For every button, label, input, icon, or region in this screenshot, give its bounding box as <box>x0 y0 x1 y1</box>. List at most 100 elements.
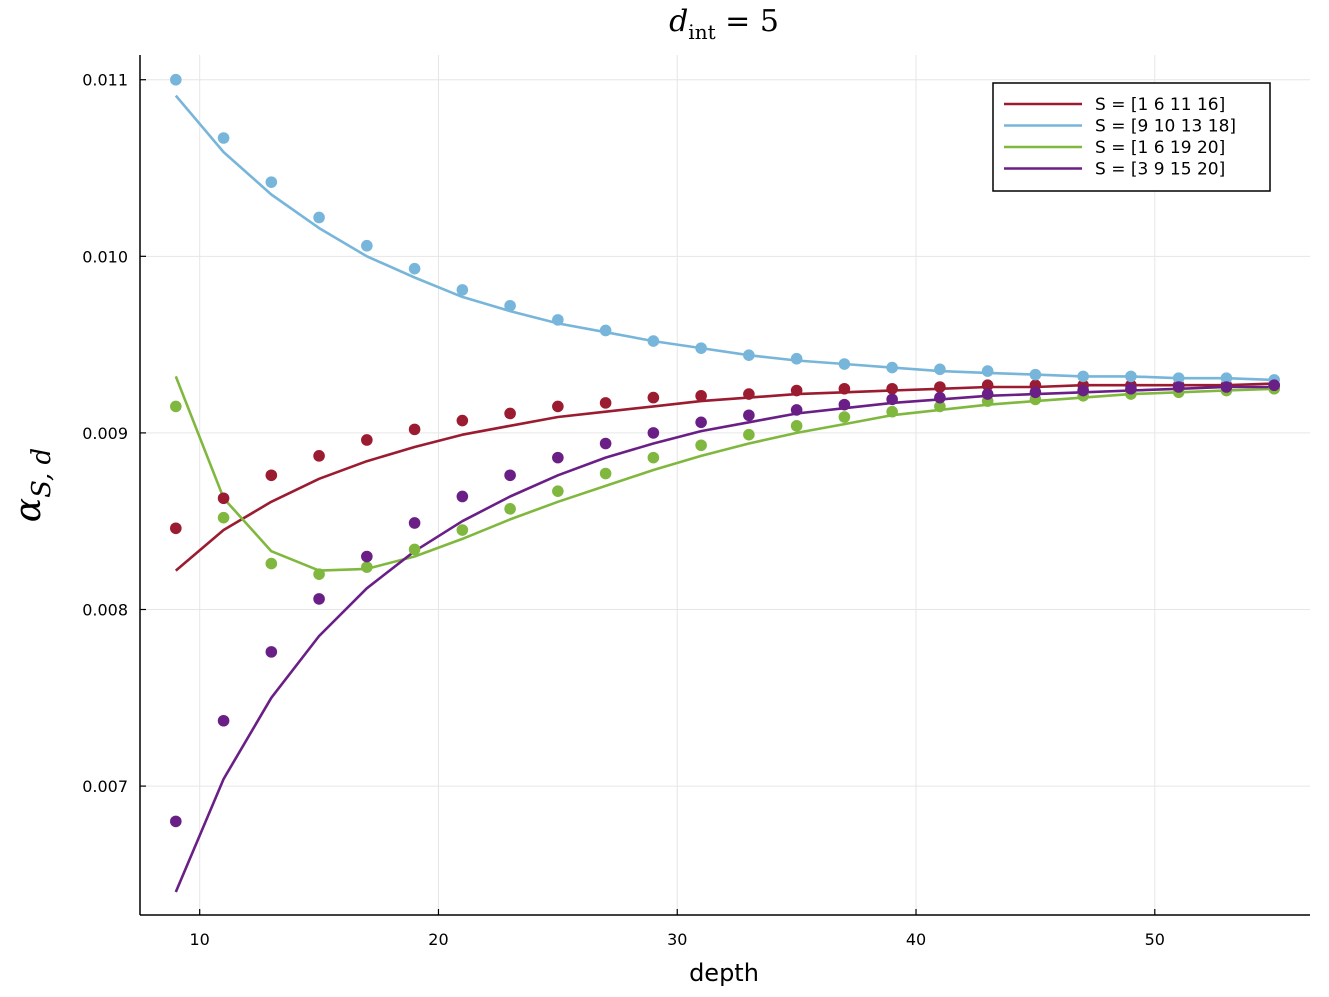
series-2-point <box>217 132 230 144</box>
series-2-point <box>838 358 851 370</box>
chart-title: dint = 5 <box>669 4 779 44</box>
series-4-point <box>552 451 564 464</box>
series-4-point <box>599 437 612 450</box>
series-3-point <box>313 568 325 580</box>
legend-box <box>992 82 1271 192</box>
series-2-point <box>743 349 755 362</box>
series-2-point <box>1172 372 1185 384</box>
series-2-point <box>599 324 612 337</box>
series-4-point <box>361 550 373 563</box>
series-1-point <box>552 400 564 413</box>
series-2-point <box>934 363 946 376</box>
series-3-point <box>217 511 230 524</box>
y-tick-label: 0.008 <box>82 600 128 619</box>
series-4-point <box>217 714 230 727</box>
series-1-point <box>790 384 803 397</box>
series-1-point <box>934 381 946 393</box>
series-1-point <box>743 388 755 400</box>
series-2-point <box>981 365 994 377</box>
series-3-point <box>599 467 612 480</box>
series-1-point <box>361 434 373 446</box>
series-4-point <box>647 427 660 439</box>
x-tick-label: 40 <box>906 930 926 949</box>
series-3-point <box>504 503 516 515</box>
series-4-point <box>838 398 851 411</box>
series-1-point <box>695 390 707 402</box>
series-2-point <box>1220 372 1233 384</box>
series-line-2 <box>174 94 1275 382</box>
series-4-point <box>790 404 803 416</box>
series-3-point <box>265 557 278 570</box>
series-2-point <box>886 361 898 374</box>
x-tick-label: 30 <box>667 930 687 949</box>
y-tick-label: 0.009 <box>82 424 128 443</box>
series-layer <box>170 73 1280 893</box>
series-3-point <box>408 543 421 556</box>
series-2-point <box>170 73 182 86</box>
series-1-point <box>456 414 469 427</box>
series-2-point <box>313 211 325 224</box>
y-tick-label: 0.010 <box>82 247 128 266</box>
series-4-point <box>1077 384 1089 397</box>
series-1-point <box>265 469 278 482</box>
series-3-point <box>695 439 707 452</box>
series-3-point <box>456 524 469 536</box>
series-2-point <box>1029 368 1042 381</box>
grid <box>140 55 1310 915</box>
series-1-point <box>647 391 660 404</box>
series-1-point <box>981 379 994 392</box>
series-1-point <box>838 382 851 395</box>
x-tick-label: 50 <box>1145 930 1165 949</box>
series-2-point <box>408 262 421 275</box>
series-3-point <box>361 561 373 573</box>
axes: 10 20 30 40 50 0.007 0.008 0.009 0.010 0.011 <box>82 55 1310 949</box>
series-2-point <box>265 176 278 188</box>
y-tick-label: 0.011 <box>82 71 128 90</box>
series-4-point <box>1029 386 1042 399</box>
x-tick-label: 20 <box>428 930 448 949</box>
series-4-point <box>886 393 898 406</box>
x-axis-label: depth <box>689 959 759 987</box>
series-1-point <box>217 492 230 505</box>
x-tick-label: 10 <box>190 930 210 949</box>
series-4-point <box>695 416 707 429</box>
series-2-point <box>552 314 564 326</box>
y-tick-label: 0.007 <box>82 777 128 796</box>
series-4-point <box>743 409 755 422</box>
series-3-point <box>552 485 564 497</box>
series-2-point <box>361 239 373 252</box>
series-4-point <box>408 517 421 529</box>
series-1-point <box>408 423 421 436</box>
series-2-point <box>790 352 803 365</box>
series-3-point <box>838 411 851 423</box>
series-2-point <box>695 342 707 354</box>
series-4-point <box>265 646 278 658</box>
series-3-point <box>647 451 660 464</box>
series-3-point <box>934 400 946 413</box>
legend-label-4: S = [3 9 15 20] <box>1095 160 1225 180</box>
series-4-point <box>1172 381 1185 393</box>
series-4-point <box>1125 382 1137 395</box>
series-2-point <box>1125 370 1137 383</box>
legend: S = [1 6 11 16]S = [9 10 13 18]S = [1 6 … <box>992 82 1271 192</box>
series-1-point <box>886 382 898 395</box>
series-2-point <box>1077 370 1089 383</box>
series-1-point <box>504 407 516 420</box>
series-3-point <box>743 428 755 441</box>
series-4-point <box>934 391 946 404</box>
series-3-point <box>886 405 898 418</box>
series-4-point <box>1220 381 1233 393</box>
series-4-point <box>456 490 469 503</box>
legend-label-2: S = [9 10 13 18] <box>1095 117 1236 137</box>
series-4-point <box>981 388 994 400</box>
series-4-point <box>170 815 182 828</box>
series-1-point <box>170 522 182 535</box>
series-2-point <box>504 299 516 312</box>
legend-label-1: S = [1 6 11 16] <box>1095 95 1225 115</box>
series-3-point <box>790 420 803 432</box>
series-1-point <box>313 450 325 462</box>
legend-label-3: S = [1 6 19 20] <box>1095 138 1225 158</box>
series-4-point <box>1268 379 1280 392</box>
series-4-point <box>504 469 516 482</box>
